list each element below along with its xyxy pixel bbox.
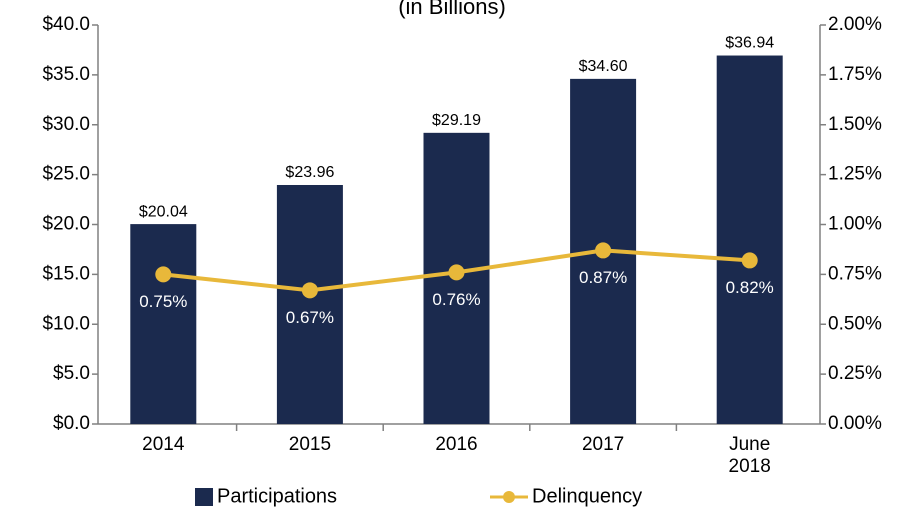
y-tick-label: $35.0 — [42, 64, 90, 85]
y-tick-label: $10.0 — [42, 313, 90, 334]
line-point — [448, 264, 465, 281]
line-value-label: 0.82% — [726, 278, 774, 297]
y2-tick-label: 0.00% — [828, 413, 882, 434]
y-tick-label: $30.0 — [42, 114, 90, 135]
x-tick-label: 2014 — [142, 434, 185, 455]
y2-tick-label: 0.50% — [828, 313, 882, 334]
legend-label: Participations — [217, 485, 337, 507]
line-point — [595, 242, 612, 259]
y2-tick-label: 0.75% — [828, 263, 882, 284]
line-point — [155, 266, 172, 283]
y2-tick-label: 1.75% — [828, 64, 882, 85]
line-point — [741, 252, 758, 269]
bar-value-label: $29.19 — [432, 112, 481, 129]
y-tick-label: $5.0 — [53, 363, 90, 384]
legend-swatch-point — [503, 491, 515, 503]
bar-value-label: $36.94 — [725, 35, 774, 52]
y-tick-label: $20.0 — [42, 214, 90, 235]
y-tick-label: $0.0 — [53, 413, 90, 434]
bar — [716, 55, 783, 424]
y2-tick-label: 1.50% — [828, 114, 882, 135]
x-tick-label: 2017 — [581, 434, 625, 455]
line-value-label: 0.75% — [139, 292, 187, 311]
y2-tick-label: 1.25% — [828, 164, 882, 185]
y-tick-label: $25.0 — [42, 164, 90, 185]
chart-title: (in Billions) — [398, 0, 506, 19]
y2-tick-label: 1.00% — [828, 214, 882, 235]
line-value-label: 0.76% — [432, 290, 480, 309]
x-tick-label: 2015 — [288, 434, 332, 455]
x-tick-label: June 2018 — [728, 434, 771, 477]
bar-value-label: $20.04 — [139, 203, 188, 220]
bar — [130, 224, 197, 424]
y2-tick-label: 0.25% — [828, 363, 882, 384]
bar — [276, 184, 343, 424]
x-tick-label: 2016 — [435, 434, 478, 455]
legend-swatch — [195, 488, 213, 506]
y-tick-label: $40.0 — [42, 14, 90, 35]
line-value-label: 0.67% — [286, 308, 334, 327]
line-point — [301, 282, 318, 299]
legend-label: Delinquency — [532, 485, 642, 507]
bar-value-label: $34.60 — [579, 58, 628, 75]
y2-tick-label: 2.00% — [828, 14, 882, 35]
y-tick-label: $15.0 — [42, 263, 90, 284]
bar-value-label: $23.96 — [285, 164, 334, 181]
line-value-label: 0.87% — [579, 268, 627, 287]
